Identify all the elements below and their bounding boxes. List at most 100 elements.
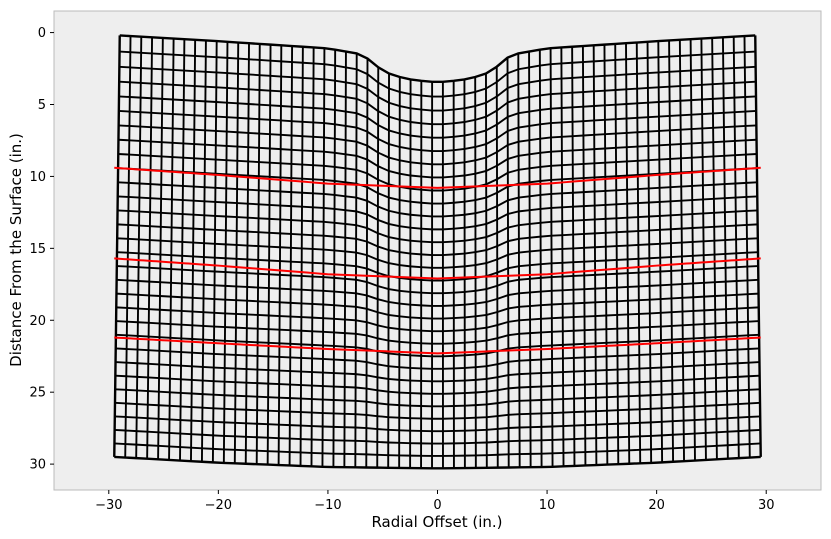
mesh-row-line [118, 167, 757, 205]
mesh-row-line [115, 361, 760, 383]
mesh-row-line [114, 415, 761, 433]
mesh-column-line [668, 40, 675, 462]
y-tick-label: 15 [29, 242, 46, 257]
y-tick-label: 0 [38, 26, 46, 41]
mesh-row-line [118, 153, 757, 192]
mesh-column-line [354, 53, 358, 468]
y-axis: 0 5 10 15 20 25 30 [29, 26, 54, 473]
layer-interfaces [114, 166, 761, 355]
mesh-column-line [700, 38, 707, 460]
mesh-row-line [119, 65, 756, 112]
layer-interface-line-1 [114, 166, 761, 189]
mesh-row-line [115, 374, 760, 395]
mesh-column-line [614, 43, 620, 465]
mesh-row-line [117, 223, 758, 256]
mesh-column-line [255, 43, 261, 465]
mesh-column-line [592, 45, 598, 466]
mesh-column-line [485, 73, 488, 468]
mesh-column-line [571, 46, 576, 466]
mesh-column-line [113, 35, 121, 457]
y-tick-label: 10 [29, 170, 46, 185]
mesh-column-line [743, 36, 751, 458]
mesh-row-line [117, 195, 758, 231]
x-axis-label: Radial Offset (in.) [371, 513, 502, 531]
x-tick-label: 0 [433, 498, 441, 513]
mesh-column-line [299, 46, 304, 466]
x-tick-label: 10 [539, 498, 556, 513]
mesh-column-line [646, 41, 653, 463]
mesh-column-line [560, 47, 565, 467]
mesh-row-line [116, 292, 759, 320]
mesh-column-line [266, 44, 272, 465]
x-axis: −30 −20 −10 0 10 20 30 [95, 490, 774, 513]
mesh-row-line [119, 80, 756, 126]
x-tick-label: −20 [205, 498, 232, 513]
mesh-row-line [117, 209, 758, 244]
mesh-column-line [288, 46, 294, 466]
mesh-column-line [157, 37, 164, 460]
layer-interface-line-2 [114, 257, 761, 280]
mesh-column-line [135, 36, 143, 459]
mesh-column-line [200, 40, 207, 462]
mesh-column-line [398, 77, 401, 468]
mesh-column-line [474, 77, 477, 468]
mesh-column-line [310, 47, 315, 467]
mesh-column-line [657, 41, 664, 463]
x-tick-label: −30 [95, 498, 122, 513]
mesh-column-line [376, 67, 380, 468]
mesh-row-line [118, 95, 757, 139]
mesh-column-line [387, 73, 390, 468]
mesh-column-line [332, 49, 337, 468]
x-tick-label: 30 [758, 498, 775, 513]
mesh-column-line [211, 41, 218, 463]
y-tick-label: 5 [38, 98, 46, 113]
mesh-column-line [528, 51, 532, 468]
mesh-row-line [116, 251, 759, 282]
mesh-column-line [689, 39, 696, 461]
mesh-column-line [222, 41, 229, 463]
mesh-row-line [114, 401, 761, 420]
mesh-row-line [114, 442, 761, 457]
mesh-column-line [581, 46, 587, 466]
mesh-row-line [118, 138, 757, 179]
mesh-row-line [116, 306, 759, 333]
mesh-grid [113, 34, 762, 470]
mesh-column-line [678, 39, 685, 462]
x-tick-label: 20 [648, 498, 665, 513]
mesh-column-line [506, 57, 510, 468]
mesh-column-line [321, 48, 326, 467]
mesh-column-line [343, 51, 347, 468]
mesh-row-line [115, 388, 760, 408]
mesh-column-line [732, 36, 740, 459]
mesh-row-line [116, 320, 759, 345]
mesh-column-line [365, 58, 369, 468]
y-tick-label: 25 [29, 386, 46, 401]
y-axis-label: Distance From the Surface (in.) [7, 133, 25, 367]
mesh-row-line [115, 333, 760, 358]
mesh-column-line [124, 36, 132, 458]
mesh-column-line [538, 49, 543, 468]
mesh-row-line [115, 347, 760, 370]
mesh-row-line [119, 50, 756, 98]
layer-interface-line-3 [114, 336, 761, 355]
mesh-column-line [190, 39, 197, 462]
x-tick-label: −10 [314, 498, 341, 513]
mesh-column-line [244, 43, 250, 464]
mesh-column-line [168, 38, 175, 460]
mesh-row-line [114, 428, 761, 445]
mesh-row-line [116, 265, 759, 295]
mesh-column-line [277, 45, 283, 466]
mesh-column-line [495, 66, 499, 468]
mesh-column-line [711, 37, 718, 460]
mesh-row-line [116, 278, 759, 307]
mesh-column-line [233, 42, 240, 464]
mesh-column-line [754, 35, 762, 457]
mesh-column-line [179, 39, 186, 461]
mesh-column-line [603, 44, 609, 465]
mesh-column-line [146, 37, 154, 459]
y-tick-label: 30 [29, 458, 46, 473]
mesh-row-line [117, 237, 758, 269]
mesh-column-line [721, 37, 729, 459]
mesh-column-line [549, 48, 554, 467]
